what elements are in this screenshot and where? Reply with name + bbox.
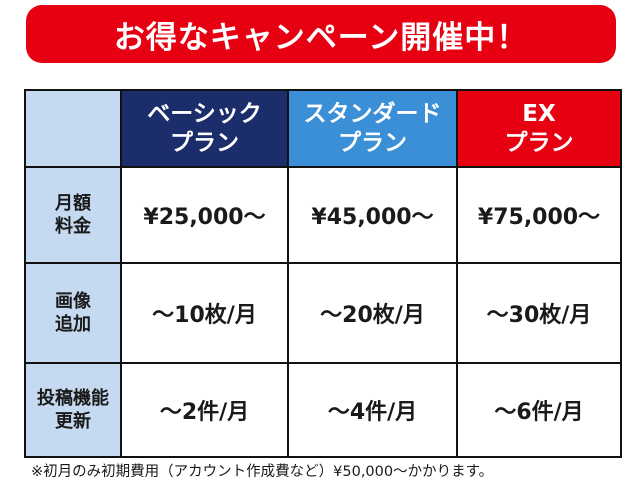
- price-standard: ¥45,000〜: [287, 166, 458, 264]
- plan-header-basic: ベーシック プラン: [120, 89, 289, 168]
- footnote: ※初月のみ初期費用（アカウント作成費など）¥50,000〜かかります。: [31, 464, 494, 480]
- images-ex: 〜30枚/月: [456, 262, 622, 364]
- posts-basic: 〜2件/月: [120, 362, 289, 458]
- row-label-line: 追加: [55, 314, 91, 335]
- images-basic: 〜10枚/月: [120, 262, 289, 364]
- row-label-post-update: 投稿機能 更新: [24, 362, 122, 458]
- row-label-line: 投稿機能: [37, 388, 109, 409]
- plan-suffix: プラン: [504, 129, 574, 156]
- plan-header-standard: スタンダード プラン: [287, 89, 458, 168]
- row-label-line: 更新: [55, 411, 91, 432]
- campaign-banner-text: お得なキャンペーン開催中！: [113, 19, 529, 56]
- price-ex: ¥75,000〜: [456, 166, 622, 264]
- pricing-table: ベーシック プラン スタンダード プラン EX プラン 月額 料金 ¥25,00…: [24, 89, 622, 458]
- pricing-header-row: ベーシック プラン スタンダード プラン EX プラン: [24, 89, 622, 168]
- plan-name: スタンダード: [303, 100, 442, 127]
- table-row: 画像 追加 〜10枚/月 〜20枚/月 〜30枚/月: [24, 262, 622, 364]
- row-label-line: 画像: [55, 291, 91, 312]
- images-standard: 〜20枚/月: [287, 262, 458, 364]
- table-row: 投稿機能 更新 〜2件/月 〜4件/月 〜6件/月: [24, 362, 622, 458]
- row-label-monthly-fee: 月額 料金: [24, 166, 122, 264]
- plan-name: EX: [522, 100, 556, 127]
- posts-standard: 〜4件/月: [287, 362, 458, 458]
- table-corner-cell: [24, 89, 122, 168]
- table-row: 月額 料金 ¥25,000〜 ¥45,000〜 ¥75,000〜: [24, 166, 622, 264]
- posts-ex: 〜6件/月: [456, 362, 622, 458]
- plan-name: ベーシック: [147, 100, 262, 127]
- campaign-banner: お得なキャンペーン開催中！: [26, 5, 616, 63]
- plan-suffix: プラン: [170, 129, 239, 156]
- row-label-image-add: 画像 追加: [24, 262, 122, 364]
- price-basic: ¥25,000〜: [120, 166, 289, 264]
- row-label-line: 料金: [55, 216, 91, 237]
- plan-suffix: プラン: [338, 129, 407, 156]
- row-label-line: 月額: [55, 193, 91, 214]
- plan-header-ex: EX プラン: [456, 89, 622, 168]
